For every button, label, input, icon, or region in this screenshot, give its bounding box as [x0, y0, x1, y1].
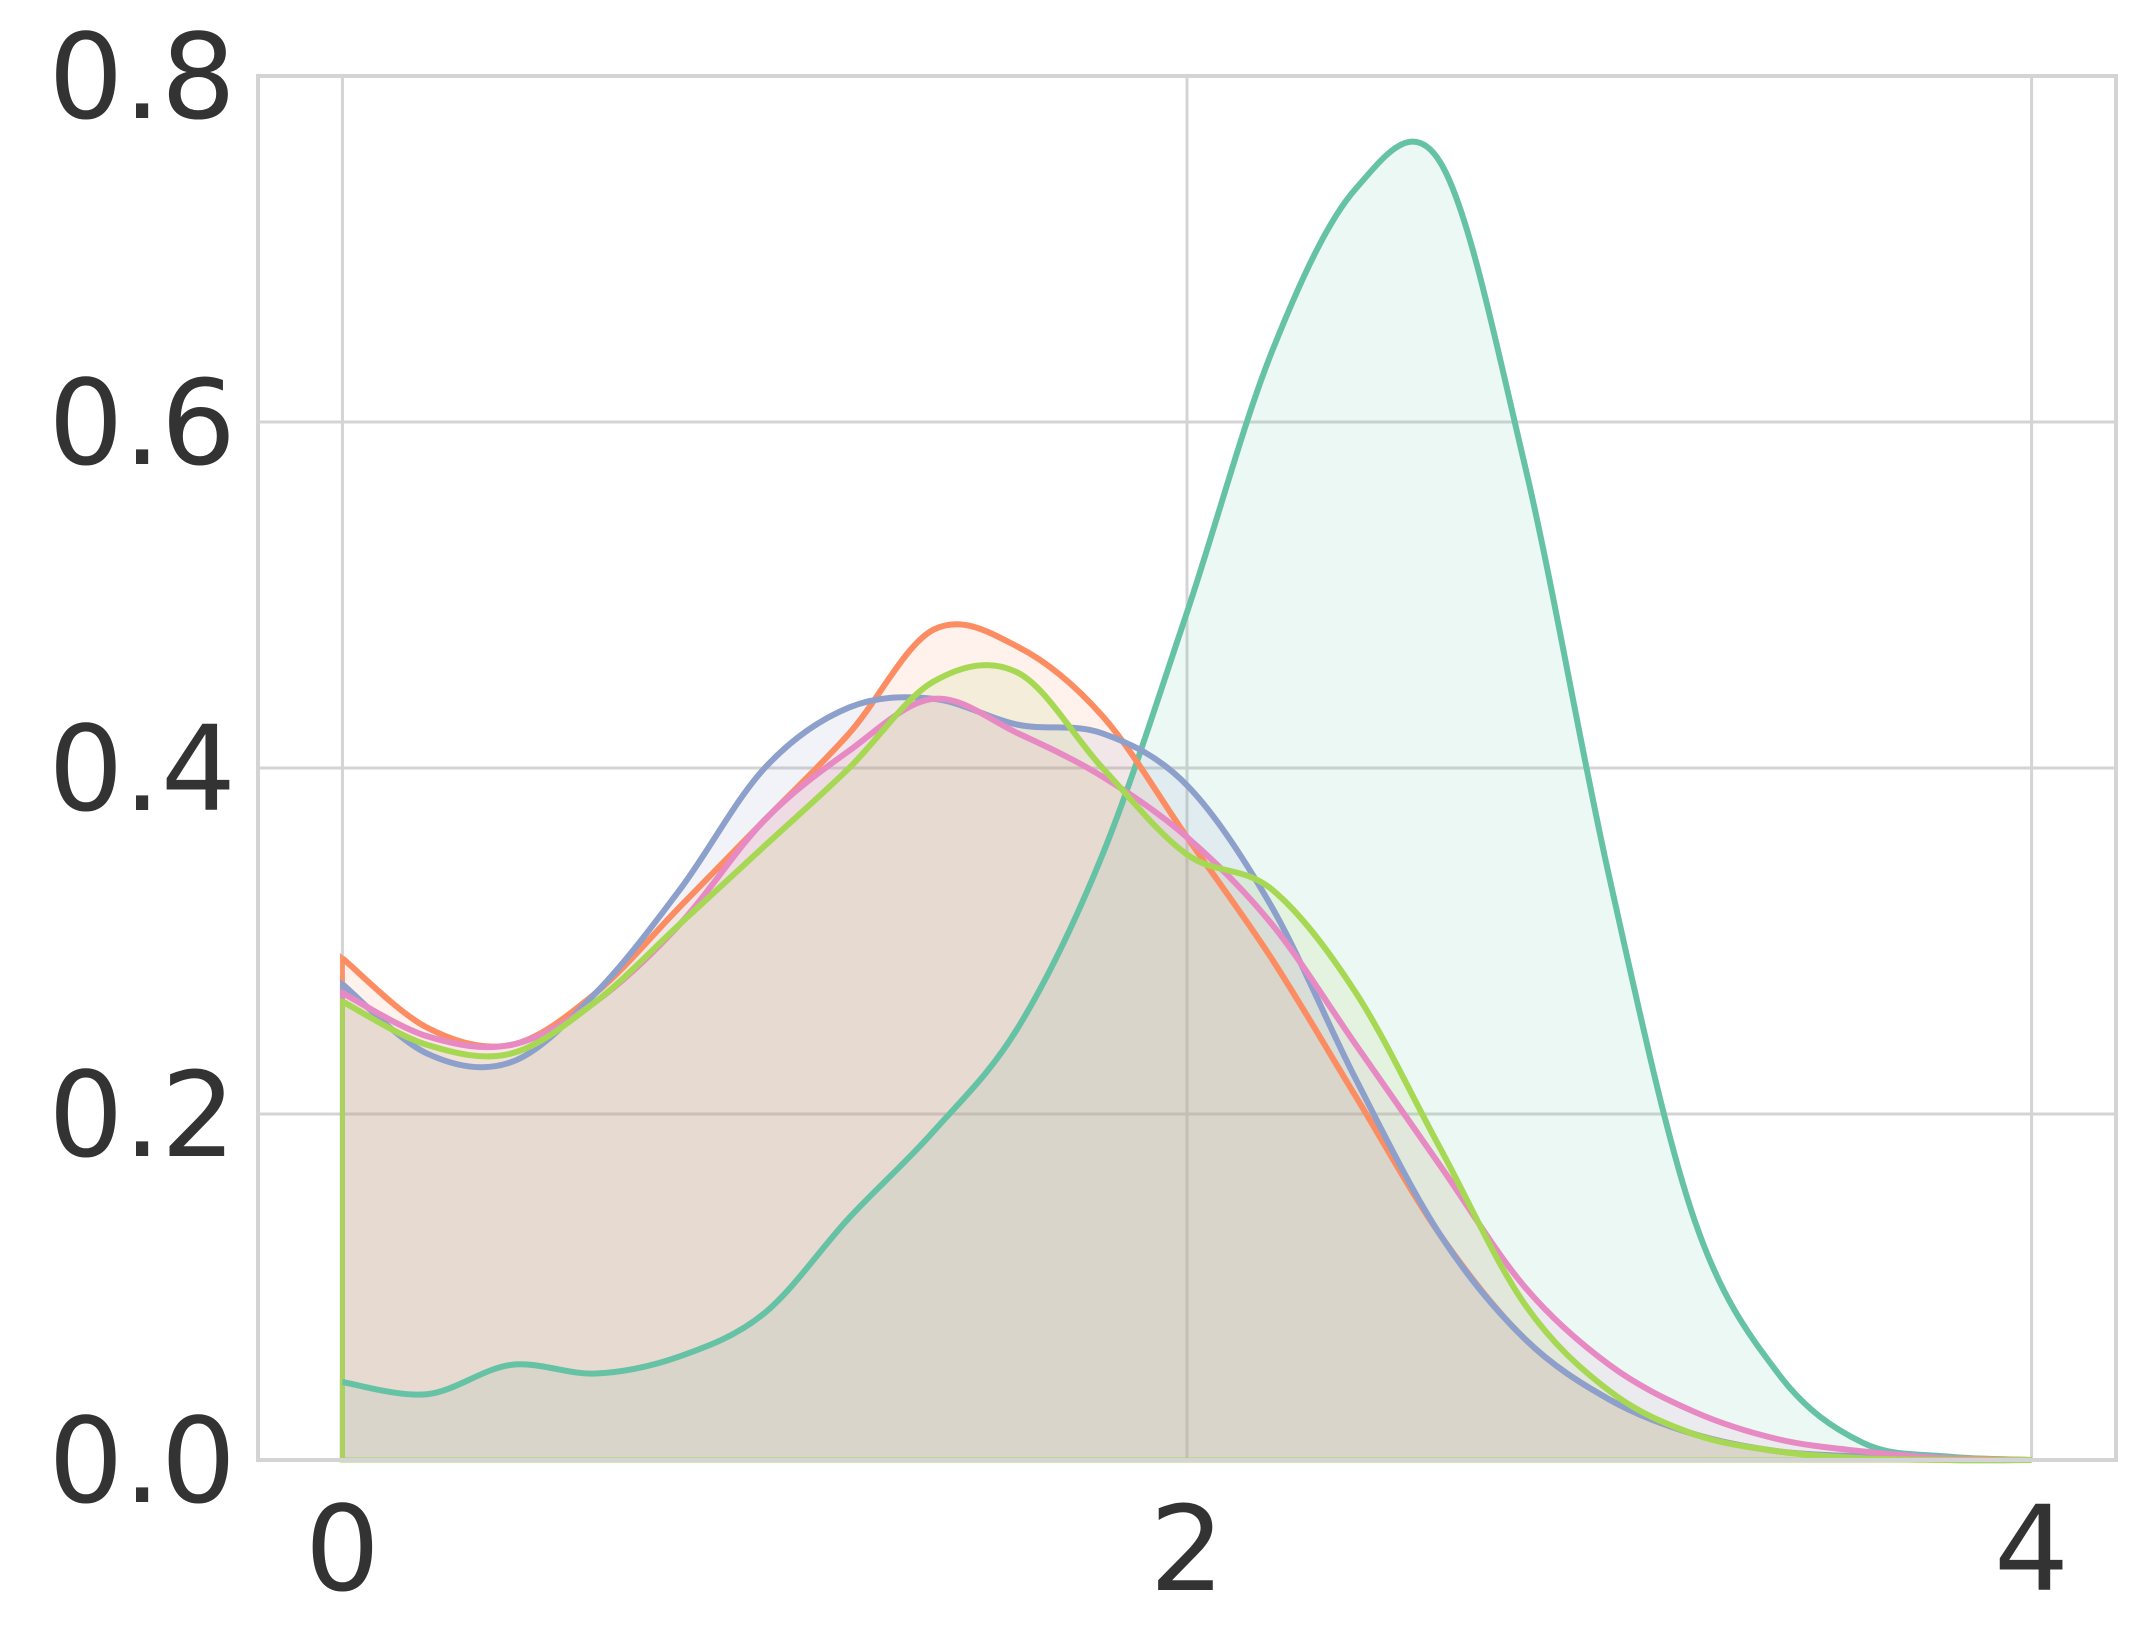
y-tick-label: 0.6	[48, 354, 236, 492]
x-tick-label: 4	[1994, 1480, 2069, 1618]
lines	[340, 138, 2032, 1464]
plot-frame	[256, 74, 2118, 1462]
x-tick-label: 2	[1149, 1480, 1224, 1618]
density-line	[341, 662, 2032, 1464]
x-tick-label: 0	[305, 1480, 380, 1618]
y-tick-label: 0.4	[48, 700, 236, 838]
tick-labels: 0.0 0.2 0.4 0.6 0.8 0 2 4	[48, 8, 2069, 1618]
y-tick-label: 0.2	[48, 1046, 236, 1184]
y-tick-label: 0.0	[48, 1392, 236, 1530]
density-line	[341, 138, 2032, 1463]
y-tick-label: 0.8	[48, 8, 236, 146]
areas	[339, 139, 2032, 1463]
